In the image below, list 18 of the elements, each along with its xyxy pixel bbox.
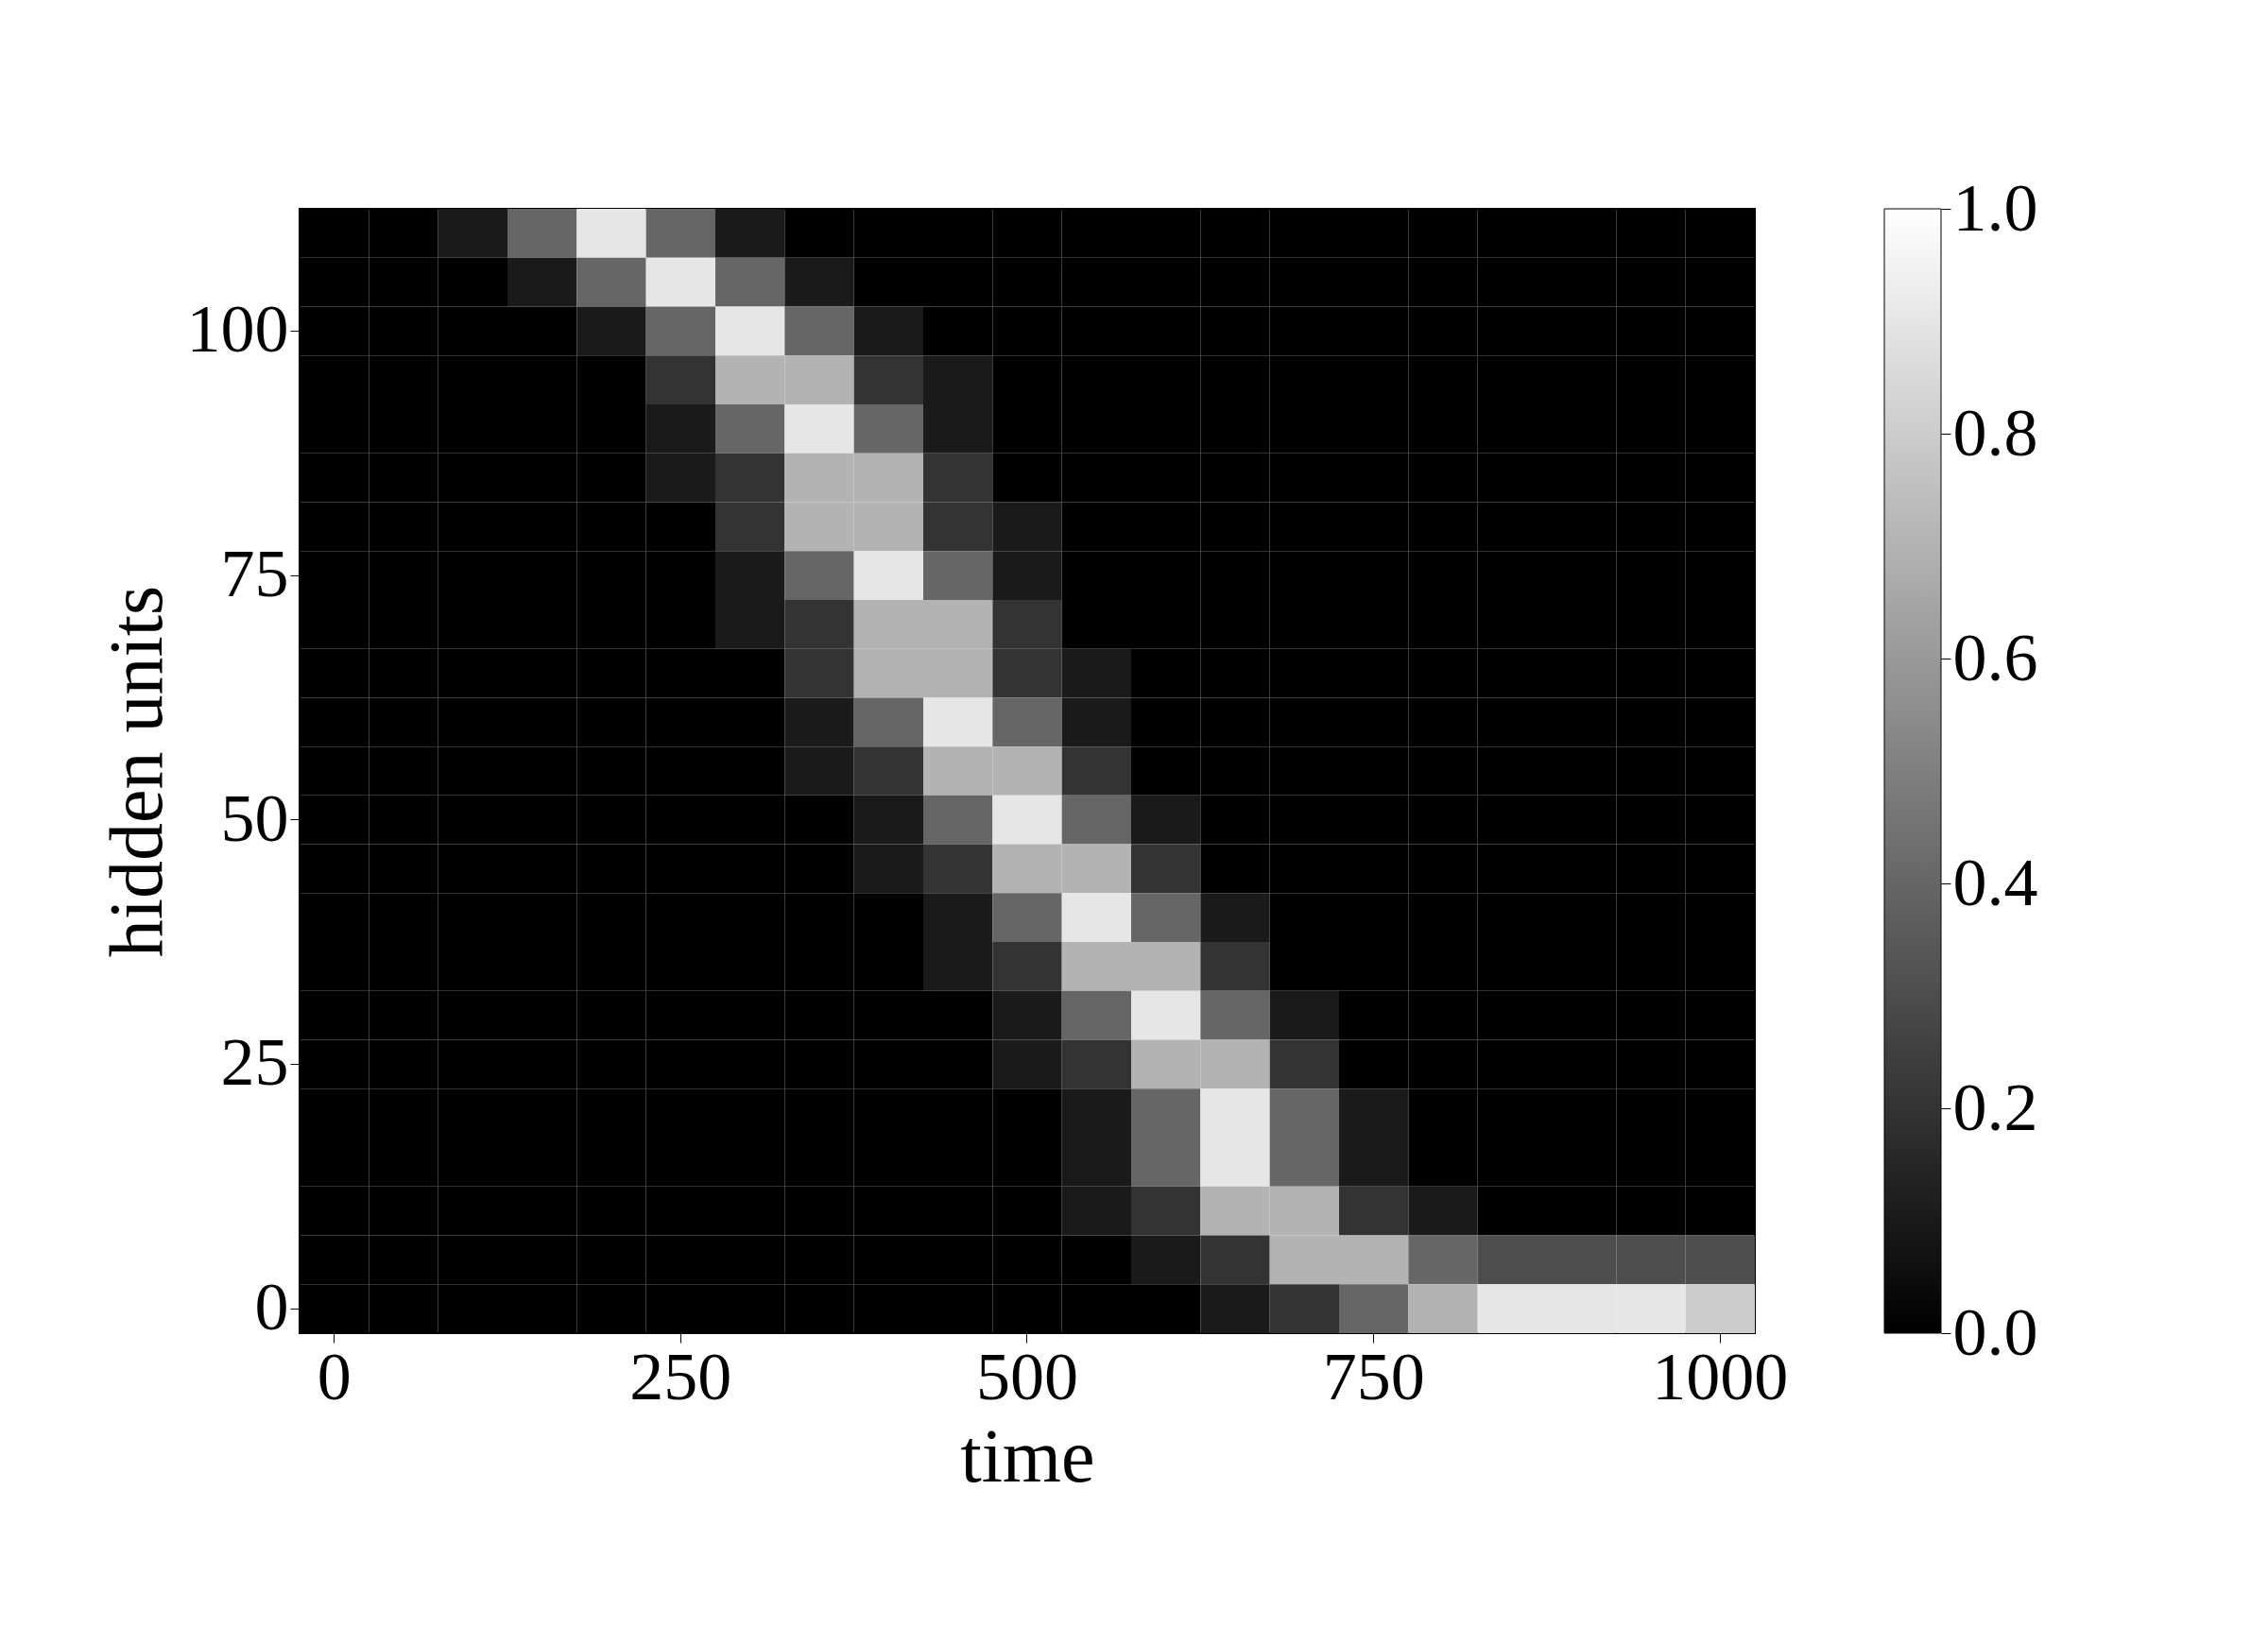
- x-axis-title: time: [960, 1413, 1095, 1498]
- color-bar-label: 0.2: [1952, 1069, 2038, 1145]
- x-tick-label: 750: [1322, 1338, 1425, 1414]
- x-tick-label: 0: [317, 1338, 352, 1414]
- x-tick-label: 1000: [1652, 1338, 1789, 1414]
- color-bar-label: 0.4: [1952, 844, 2038, 920]
- x-tick-label: 500: [976, 1338, 1078, 1414]
- color-bar-label: 0.6: [1952, 619, 2038, 695]
- color-bar-label: 1.0: [1952, 169, 2038, 246]
- y-axis-title: hidden units: [94, 585, 178, 958]
- y-tick-label: 50: [220, 779, 289, 856]
- color-bar-label: 0.8: [1952, 394, 2038, 471]
- color-bar-label: 0.0: [1952, 1293, 2038, 1370]
- y-tick-label: 100: [186, 291, 289, 368]
- y-tick-label: 75: [220, 536, 289, 612]
- x-tick-label: 250: [629, 1338, 732, 1414]
- y-tick-label: 0: [254, 1269, 289, 1345]
- y-tick-label: 25: [220, 1024, 289, 1101]
